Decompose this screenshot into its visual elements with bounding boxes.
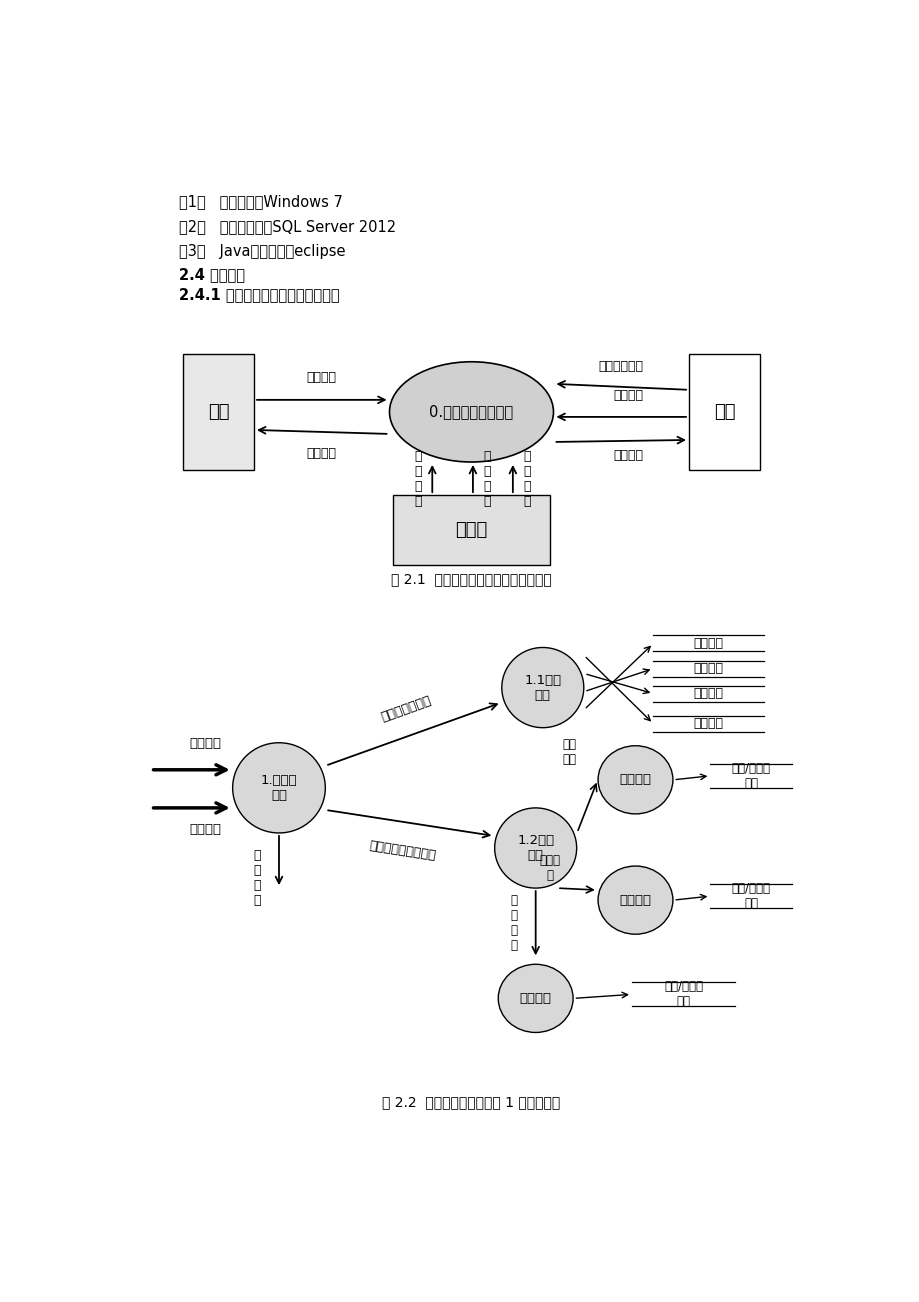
Text: 1.2信息
管理: 1.2信息 管理 bbox=[516, 835, 553, 862]
FancyBboxPatch shape bbox=[688, 354, 759, 470]
Text: 有效的信息管理请求: 有效的信息管理请求 bbox=[368, 840, 437, 863]
Text: 2.4 数据描述: 2.4 数据描述 bbox=[179, 267, 244, 283]
Text: （3）   Java开发工具：eclipse: （3） Java开发工具：eclipse bbox=[179, 243, 346, 259]
Text: 教
师
信
息: 教 师 信 息 bbox=[523, 449, 530, 508]
Text: 查询请求: 查询请求 bbox=[189, 737, 221, 750]
Text: 学生/教师信
息表: 学生/教师信 息表 bbox=[664, 980, 702, 1008]
Text: 课程信息: 课程信息 bbox=[693, 717, 722, 730]
Text: 教师信息: 教师信息 bbox=[693, 687, 722, 700]
Text: 修改信息: 修改信息 bbox=[519, 992, 551, 1005]
Text: 0.学生成绩管理系统: 0.学生成绩管理系统 bbox=[429, 405, 513, 419]
Text: 删除信
息: 删除信 息 bbox=[539, 854, 560, 881]
Text: 学生: 学生 bbox=[208, 402, 229, 421]
Ellipse shape bbox=[597, 746, 672, 814]
Text: （2）   数据库软件：SQL Server 2012: （2） 数据库软件：SQL Server 2012 bbox=[179, 219, 396, 234]
Text: 删除信息: 删除信息 bbox=[618, 893, 651, 906]
Text: 查询请求: 查询请求 bbox=[306, 371, 336, 384]
Text: （1）   操作系统：Windows 7: （1） 操作系统：Windows 7 bbox=[179, 194, 343, 208]
Text: 学生成绩: 学生成绩 bbox=[693, 661, 722, 674]
Text: 1.检查有
效性: 1.检查有 效性 bbox=[260, 773, 297, 802]
Text: 学
生
信
息: 学 生 信 息 bbox=[414, 449, 421, 508]
Text: 管理请求: 管理请求 bbox=[189, 823, 221, 836]
Text: 修
改
信
息: 修 改 信 息 bbox=[510, 894, 517, 952]
Text: 查询请求: 查询请求 bbox=[613, 389, 642, 402]
Text: 学生/教师信
息表: 学生/教师信 息表 bbox=[731, 883, 770, 910]
Text: 图 2.1  学生成绩管理系统顶层数据流图: 图 2.1 学生成绩管理系统顶层数据流图 bbox=[391, 573, 551, 586]
Ellipse shape bbox=[501, 647, 584, 728]
Text: 学生信息: 学生信息 bbox=[693, 637, 722, 650]
Ellipse shape bbox=[494, 807, 576, 888]
Text: 添加信息: 添加信息 bbox=[618, 773, 651, 786]
Text: 教师信息: 教师信息 bbox=[613, 449, 642, 462]
Text: 学生/教师信
息表: 学生/教师信 息表 bbox=[731, 762, 770, 790]
Text: 学
生
成
绩: 学 生 成 绩 bbox=[482, 449, 491, 508]
Text: 有效的查询请求: 有效的查询请求 bbox=[379, 694, 433, 724]
Ellipse shape bbox=[389, 362, 553, 462]
Ellipse shape bbox=[498, 965, 573, 1032]
Ellipse shape bbox=[233, 742, 325, 833]
Text: 教师: 教师 bbox=[713, 402, 734, 421]
Text: 图 2.2  学生成绩管理系统第 1 层数据流图: 图 2.2 学生成绩管理系统第 1 层数据流图 bbox=[382, 1096, 560, 1109]
Text: 无
效
输
入: 无 效 输 入 bbox=[254, 849, 261, 907]
Text: 管理员: 管理员 bbox=[455, 521, 487, 539]
Ellipse shape bbox=[597, 866, 672, 935]
Text: 2.4.1 学生成绩管理系统数据流程图: 2.4.1 学生成绩管理系统数据流程图 bbox=[179, 286, 339, 302]
FancyBboxPatch shape bbox=[183, 354, 254, 470]
Text: 1.1信息
查询: 1.1信息 查询 bbox=[524, 673, 561, 702]
Text: 学生信息: 学生信息 bbox=[306, 448, 336, 461]
Text: 成绩录入请求: 成绩录入请求 bbox=[598, 361, 643, 374]
Text: 添加
信息: 添加 信息 bbox=[562, 738, 576, 766]
FancyBboxPatch shape bbox=[392, 495, 550, 565]
